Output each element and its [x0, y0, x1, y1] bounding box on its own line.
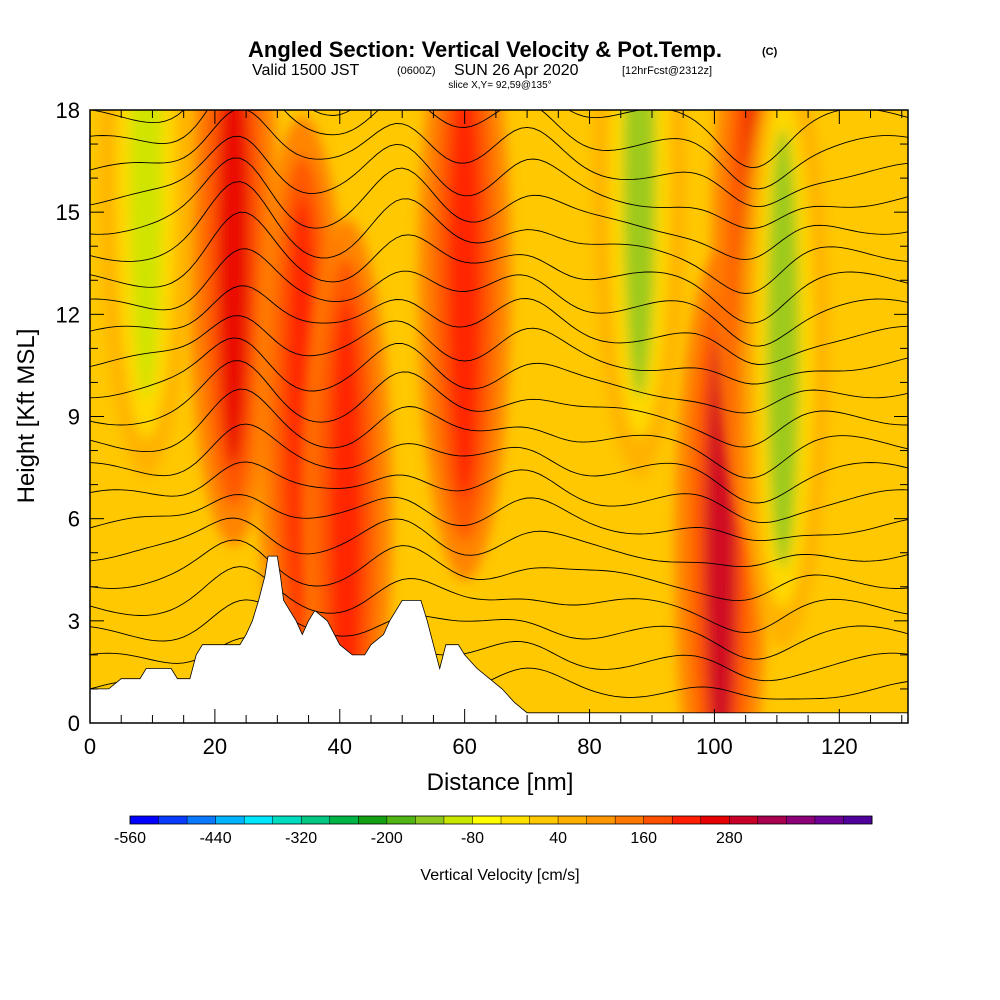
y-tick-label: 6: [68, 507, 80, 532]
isentrope-1: [90, 636, 908, 682]
colorbar-swatch: [757, 816, 787, 824]
colorbar-swatch: [472, 816, 502, 824]
colorbar-tick-label: -320: [285, 830, 317, 847]
y-tick-label: 15: [56, 200, 80, 225]
x-tick-label: 60: [452, 734, 476, 759]
colorbar-tick-labels: -560 -440 -320 -200 -80 40 160 280: [114, 830, 743, 847]
isentrope-12: [90, 315, 908, 385]
isentrope-6: [90, 494, 908, 542]
colorbar-swatch: [358, 816, 388, 824]
colorbar-swatch: [130, 816, 159, 824]
colorbar: [129, 815, 873, 825]
plot-area: [90, 110, 908, 723]
x-axis-label: Distance [nm]: [427, 769, 574, 796]
y-axis: 0 3 6 9 12 15 18: [56, 98, 908, 736]
x-axis: 0 20 40 60 80 100 120: [84, 110, 903, 759]
colorbar-tick-label: -80: [461, 830, 484, 847]
downdraft-0: [100, 110, 193, 479]
potential-temperature-contours: [90, 110, 908, 700]
colorbar-swatch: [501, 816, 530, 824]
valid-date: SUN 26 Apr 2020: [454, 62, 579, 79]
chart-title: Angled Section: Vertical Velocity & Pot.…: [248, 37, 722, 62]
terrain: [90, 555, 908, 723]
colorbar-label: Vertical Velocity [cm/s]: [420, 867, 579, 884]
y-tick-label: 18: [56, 98, 80, 123]
colorbar-swatch: [814, 816, 844, 824]
isentrope-10: [90, 360, 908, 448]
colorbar-tick-label: -560: [114, 830, 146, 847]
slice-info: slice X,Y= 92,59@135°: [448, 80, 551, 91]
isentrope-4: [90, 539, 908, 602]
isentrope-14: [90, 248, 908, 347]
isentrope-8: [90, 423, 908, 504]
colorbar-swatch: [158, 816, 188, 824]
x-tick-label: 120: [821, 734, 858, 759]
isentrope-16: [90, 181, 908, 294]
valid-time-zulu: (0600Z): [397, 65, 436, 77]
updraft-2: [300, 218, 393, 723]
isentrope-11: [90, 337, 908, 414]
colorbar-swatch: [415, 816, 445, 824]
colorbar-swatch: [244, 816, 274, 824]
downdraft-2: [737, 110, 830, 649]
isentrope-20: [90, 110, 908, 190]
colorbar-swatch: [643, 816, 673, 824]
colorbar-swatch: [443, 816, 473, 824]
x-tick-label: 40: [328, 734, 352, 759]
chart-title-tag: (C): [762, 46, 778, 58]
x-tick-label: 80: [577, 734, 601, 759]
colorbar-swatch: [272, 816, 302, 824]
y-tick-label: 0: [68, 711, 80, 736]
isentrope-2: [90, 599, 908, 660]
colorbar-tick-label: 160: [630, 830, 657, 847]
colorbar-swatch: [700, 816, 730, 824]
colorbar-tick-label: -440: [200, 830, 232, 847]
colorbar-tick-label: 40: [549, 830, 567, 847]
isentrope-15: [90, 211, 908, 324]
isentrope-21: [90, 110, 908, 169]
colorbar-swatch: [215, 816, 245, 824]
valid-time-prefix: Valid 1500 JST: [252, 62, 360, 79]
forecast-info: [12hrFcst@2312z]: [622, 65, 712, 77]
colorbar-tick-label: 280: [716, 830, 743, 847]
colorbar-tick-label: -200: [371, 830, 403, 847]
colorbar-swatch: [529, 816, 559, 824]
colorbar-swatch: [615, 816, 645, 824]
isentrope-18: [90, 135, 908, 229]
colorbar-swatch: [329, 816, 359, 824]
updraft-3: [418, 110, 511, 581]
colorbar-swatch: [843, 816, 873, 824]
colorbar-swatch: [558, 816, 588, 824]
isentrope-17: [90, 157, 908, 261]
isentrope-9: [90, 388, 908, 479]
colorbar-swatch: [301, 816, 331, 824]
downdraft-1: [593, 110, 686, 479]
x-tick-label: 100: [696, 734, 733, 759]
y-tick-label: 9: [68, 405, 80, 430]
isentrope-19: [90, 110, 908, 208]
x-tick-label: 20: [203, 734, 227, 759]
isentrope-13: [90, 285, 908, 365]
colorbar-swatch: [786, 816, 816, 824]
isentrope-7: [90, 461, 908, 524]
y-tick-label: 12: [56, 302, 80, 327]
y-tick-label: 3: [68, 609, 80, 634]
colorbar-swatch: [386, 816, 416, 824]
colorbar-swatch: [729, 816, 759, 824]
x-tick-label: 0: [84, 734, 96, 759]
y-axis-label: Height [Kft MSL]: [13, 329, 40, 504]
velocity-field: [100, 110, 830, 723]
colorbar-swatch: [187, 816, 217, 824]
isentrope-5: [90, 517, 908, 568]
colorbar-swatch: [672, 816, 702, 824]
isentrope-3: [90, 566, 908, 634]
colorbar-swatch: [586, 816, 616, 824]
